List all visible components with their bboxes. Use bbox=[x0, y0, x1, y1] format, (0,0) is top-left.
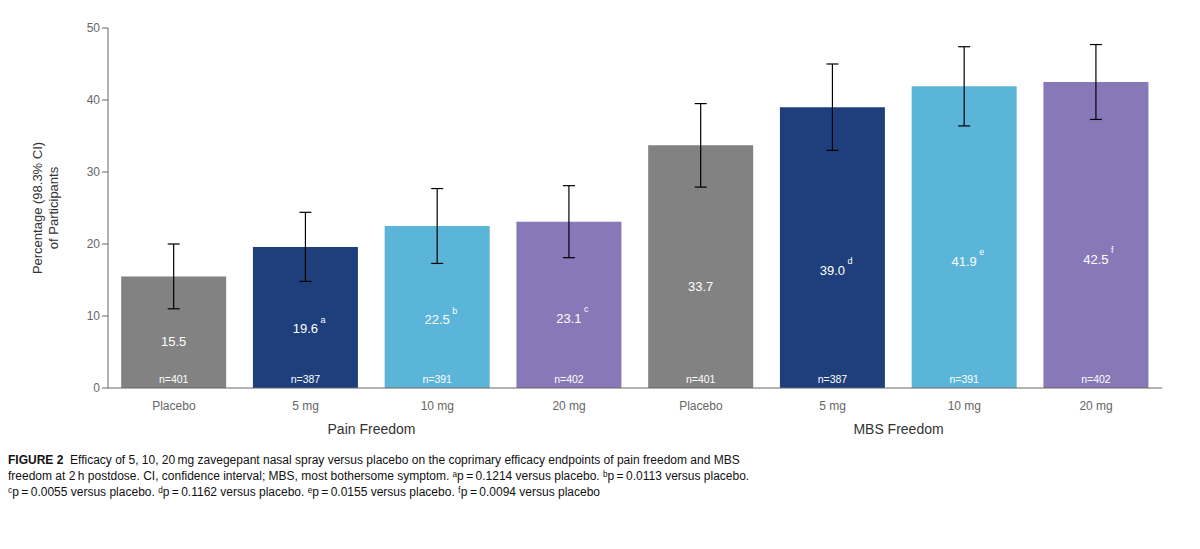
svg-text:d: d bbox=[847, 256, 852, 266]
svg-text:39.0: 39.0 bbox=[820, 263, 845, 278]
html-text:FIGURE 2 Efficacy of 5, 10, 20: FIGURE 2 Efficacy of 5, 10, 20 mg zavege… bbox=[8, 453, 750, 500]
svg-text:22.5: 22.5 bbox=[425, 312, 450, 327]
svg-text:0: 0 bbox=[93, 381, 100, 395]
svg-text:e: e bbox=[979, 247, 984, 257]
svg-text:20: 20 bbox=[87, 237, 101, 251]
svg-text:50: 50 bbox=[87, 21, 101, 35]
svg-text:20 mg: 20 mg bbox=[552, 399, 585, 413]
svg-text:42.5: 42.5 bbox=[1083, 252, 1108, 267]
svg-text:33.7: 33.7 bbox=[688, 279, 713, 294]
svg-text:5 mg: 5 mg bbox=[819, 399, 846, 413]
svg-text:a: a bbox=[320, 315, 325, 325]
svg-text:n=391: n=391 bbox=[422, 373, 452, 385]
svg-text:n=402: n=402 bbox=[554, 373, 584, 385]
svg-text:MBS Freedom: MBS Freedom bbox=[853, 421, 943, 437]
svg-text:Placebo: Placebo bbox=[152, 399, 196, 413]
svg-text:Placebo: Placebo bbox=[679, 399, 723, 413]
svg-text:15.5: 15.5 bbox=[161, 334, 186, 349]
svg-text:n=402: n=402 bbox=[1081, 373, 1111, 385]
svg-text:41.9: 41.9 bbox=[952, 254, 977, 269]
svg-text:10 mg: 10 mg bbox=[421, 399, 454, 413]
svg-text:Pain Freedom: Pain Freedom bbox=[328, 421, 416, 437]
svg-text:30: 30 bbox=[87, 165, 101, 179]
svg-text:n=391: n=391 bbox=[949, 373, 979, 385]
svg-text:5 mg: 5 mg bbox=[292, 399, 319, 413]
svg-text:c: c bbox=[584, 304, 589, 314]
svg-text:f: f bbox=[1111, 245, 1114, 255]
svg-text:40: 40 bbox=[87, 93, 101, 107]
svg-text:20 mg: 20 mg bbox=[1079, 399, 1112, 413]
svg-text:b: b bbox=[452, 306, 457, 316]
svg-text:19.6: 19.6 bbox=[293, 321, 318, 336]
svg-text:10: 10 bbox=[87, 309, 101, 323]
svg-text:23.1: 23.1 bbox=[556, 311, 581, 326]
svg-text:Percentage (98.3% CI)of Partic: Percentage (98.3% CI)of Participants bbox=[30, 142, 61, 274]
svg-text:n=401: n=401 bbox=[159, 373, 189, 385]
svg-text:n=401: n=401 bbox=[686, 373, 716, 385]
svg-text:n=387: n=387 bbox=[818, 373, 848, 385]
svg-text:10 mg: 10 mg bbox=[948, 399, 981, 413]
svg-text:n=387: n=387 bbox=[291, 373, 321, 385]
